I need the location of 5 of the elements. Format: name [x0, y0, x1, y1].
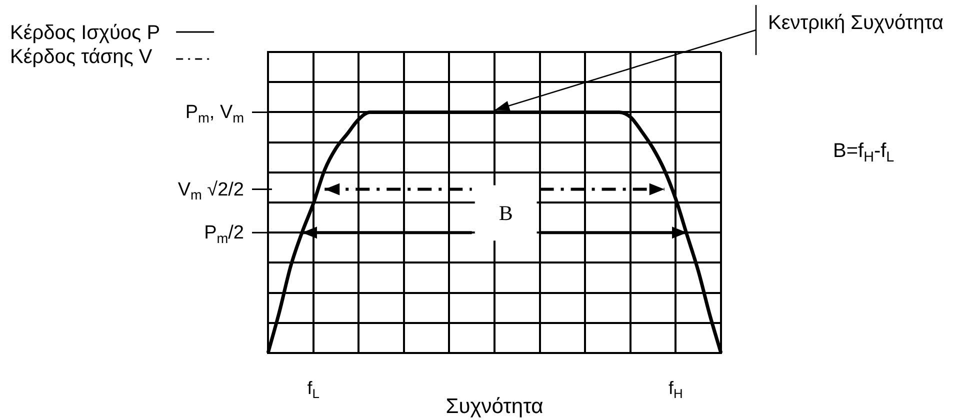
x-axis-title: Συχνότητα — [446, 395, 544, 418]
text: Κεντρική Συχνότητα — [768, 12, 944, 34]
legend-label: Κέρδος Ισχύος P — [10, 22, 160, 44]
legend-label: Κέρδος τάσης V — [10, 46, 153, 68]
annotation: B — [498, 200, 513, 225]
